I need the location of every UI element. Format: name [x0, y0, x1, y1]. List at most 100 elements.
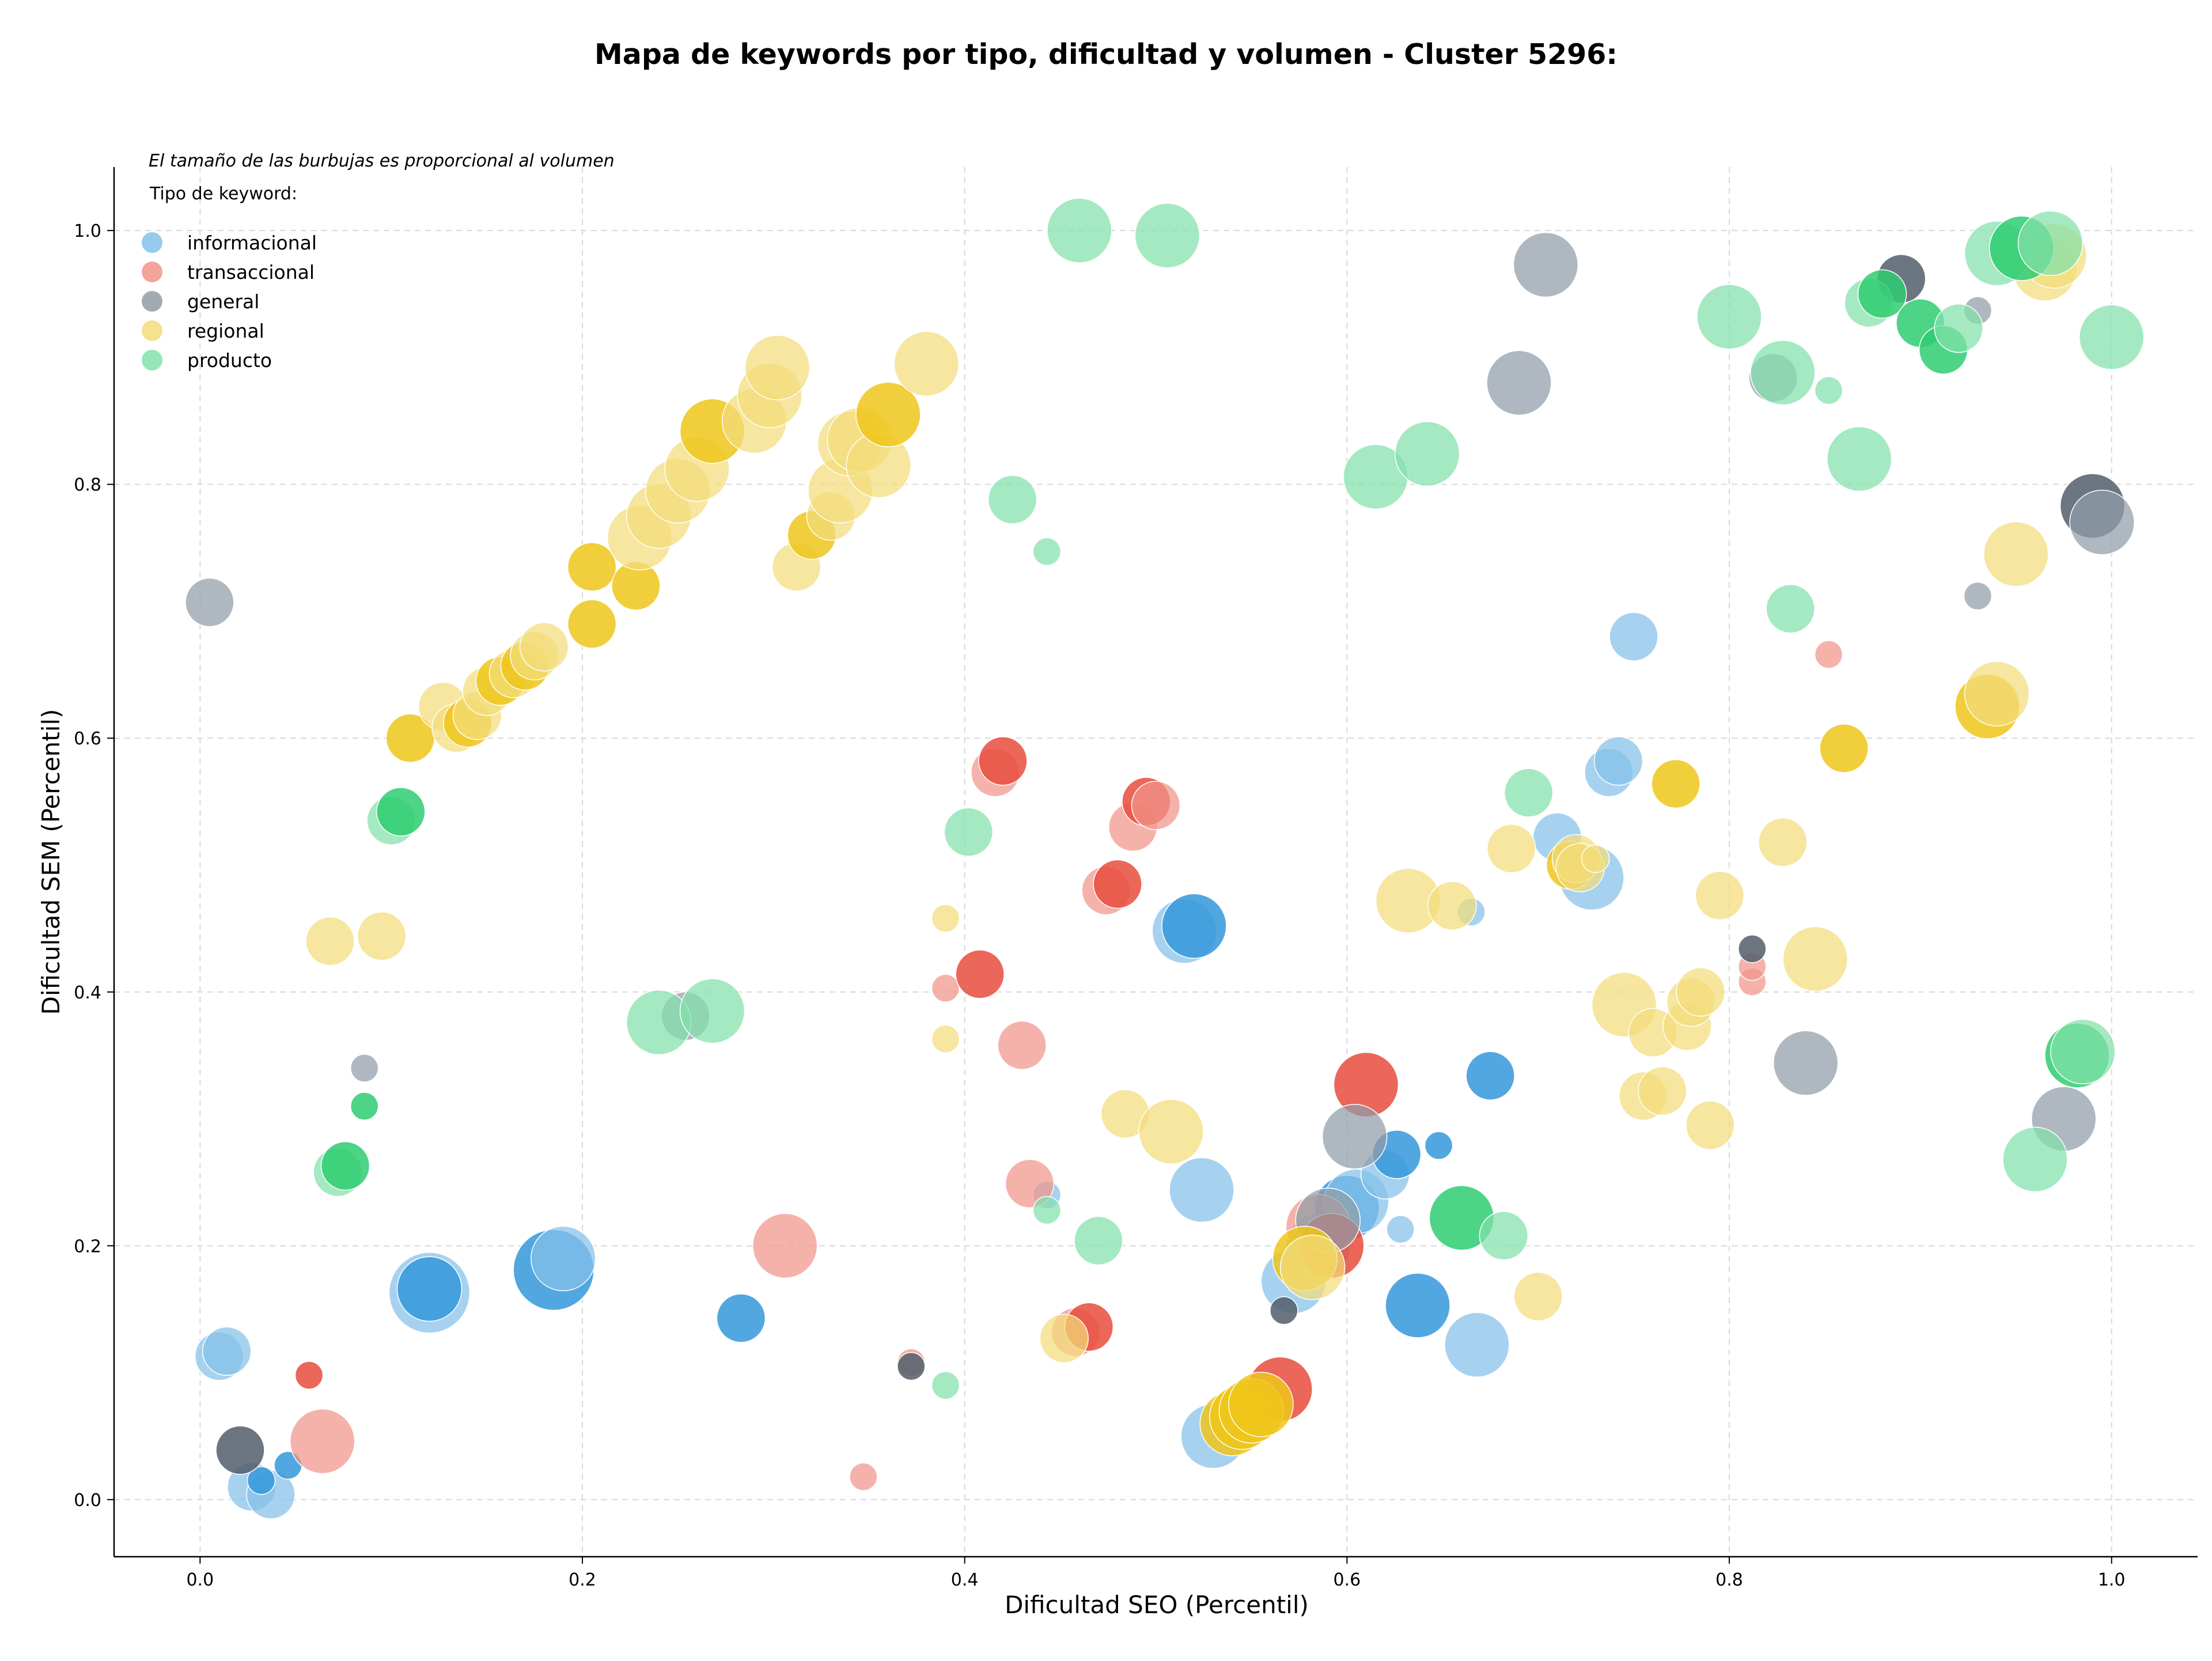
bubble-producto [1134, 203, 1200, 268]
bubble-producto [1766, 584, 1815, 634]
bubble-informacional [202, 1326, 252, 1376]
legend-marker-regional [142, 320, 162, 341]
bubble-regional [1983, 521, 2049, 587]
bubble-general [350, 1054, 379, 1083]
bubble-general [897, 1352, 926, 1381]
bubble-producto [2002, 1126, 2068, 1193]
bubble-regional [567, 599, 617, 649]
bubble-regional [1427, 881, 1477, 930]
bubble-producto [626, 989, 692, 1055]
bubble-producto [1857, 269, 1907, 319]
bubble-regional [1638, 1066, 1687, 1116]
bubble-regional [1676, 967, 1725, 1017]
bubble-producto [1826, 426, 1892, 492]
bubble-regional [1138, 1099, 1204, 1164]
x-tick-label: 0.8 [1715, 1570, 1743, 1590]
y-tick-label: 0.8 [74, 475, 101, 495]
bubble-transaccional [1005, 1159, 1055, 1209]
size-note: El tamaño de las burbujas es proporciona… [149, 151, 615, 171]
bubble-informacional [1465, 1051, 1515, 1100]
bubble-general [1772, 1030, 1839, 1096]
bubble-informacional [1444, 1312, 1510, 1378]
grid-lines [114, 167, 2198, 1557]
bubble-transaccional [931, 974, 960, 1002]
bubble-producto [1032, 1195, 1062, 1225]
bubble-transaccional [849, 1462, 878, 1491]
x-axis-label: Dificultad SEO (Percentil) [1005, 1591, 1309, 1619]
bubble-regional [931, 1024, 960, 1054]
series-producto [313, 198, 2145, 1400]
legend-marker-transaccional [142, 262, 162, 282]
bubble-regional [519, 622, 569, 672]
legend-items: informacional transaccional general regiona… [142, 232, 317, 372]
bubble-producto [1696, 284, 1762, 350]
y-tick-label: 0.6 [74, 729, 101, 749]
bubble-informacional [247, 1466, 276, 1495]
bubble-producto [1479, 1210, 1529, 1261]
bubble-informacional [396, 1256, 463, 1322]
series-informacional [194, 612, 1658, 1519]
x-tick-label: 0.0 [186, 1570, 214, 1590]
bubble-transaccional [1131, 781, 1181, 830]
bubble-regional [1685, 1100, 1735, 1150]
bubble-regional [1695, 871, 1745, 921]
bubble-producto [2017, 210, 2084, 276]
bubble-producto [679, 978, 745, 1044]
y-tick-label: 0.0 [74, 1490, 101, 1511]
bubbles [185, 198, 2145, 1519]
series-regional [305, 223, 2087, 1456]
legend-marker-general [142, 291, 162, 312]
bubble-producto [931, 1371, 960, 1400]
bubble-general [185, 577, 234, 627]
bubble-producto [987, 475, 1037, 524]
bubble-producto [1032, 537, 1062, 566]
bubble-general [1963, 581, 1993, 611]
legend-marker-producto [142, 350, 162, 370]
bubble-regional [1513, 1272, 1563, 1322]
bubble-regional [1039, 1314, 1089, 1363]
bubble-informacional [1424, 1131, 1453, 1160]
legend-label-producto: producto [187, 349, 272, 372]
legend: El tamaño de las burbujas es proporciona… [142, 151, 615, 372]
bubble-transaccional [289, 1408, 355, 1474]
bubble-informacional [1161, 893, 1227, 959]
bubble-informacional [531, 1225, 596, 1292]
bubble-producto [1934, 303, 1983, 353]
bubble-producto [376, 787, 426, 837]
bubble-producto [1814, 376, 1843, 405]
bubble-regional [1819, 724, 1869, 773]
axes [113, 167, 2198, 1558]
bubble-informacional [1386, 1214, 1415, 1244]
chart-title: Mapa de keywords por tipo, dificultad y … [594, 38, 1618, 71]
x-tick-label: 0.4 [951, 1570, 979, 1590]
y-tick-label: 1.0 [74, 221, 101, 241]
bubble-informacional [1385, 1273, 1450, 1338]
bubble-producto [1750, 340, 1816, 406]
bubble-regional [1486, 824, 1536, 873]
bubble-general [1738, 934, 1767, 963]
bubble-transaccional [955, 949, 1005, 999]
bubble-regional [1758, 818, 1808, 867]
bubble-regional [893, 331, 960, 397]
y-tick-label: 0.2 [74, 1236, 101, 1257]
bubble-regional [1964, 661, 2030, 727]
bubble-transaccional [294, 1361, 324, 1390]
x-tick-label: 1.0 [2098, 1570, 2126, 1590]
bubble-regional [931, 904, 960, 933]
y-ticks: 0.0 0.2 0.4 0.6 0.8 1.0 [74, 221, 114, 1511]
x-ticks: 0.0 0.2 0.4 0.6 0.8 1.0 [186, 1557, 2126, 1590]
bubble-regional [1782, 926, 1849, 992]
bubble-producto [1394, 421, 1460, 487]
y-tick-label: 0.4 [74, 983, 101, 1003]
bubble-general [1486, 350, 1552, 416]
x-tick-label: 0.6 [1333, 1570, 1361, 1590]
bubble-transaccional [1093, 859, 1142, 909]
legend-label-regional: regional [187, 320, 264, 342]
bubble-producto [350, 1092, 379, 1121]
bubble-producto [944, 807, 994, 857]
bubble-informacional [1169, 1157, 1234, 1223]
legend-label-general: general [187, 290, 259, 313]
bubble-informacional [1593, 736, 1643, 786]
bubble-regional [305, 916, 355, 966]
